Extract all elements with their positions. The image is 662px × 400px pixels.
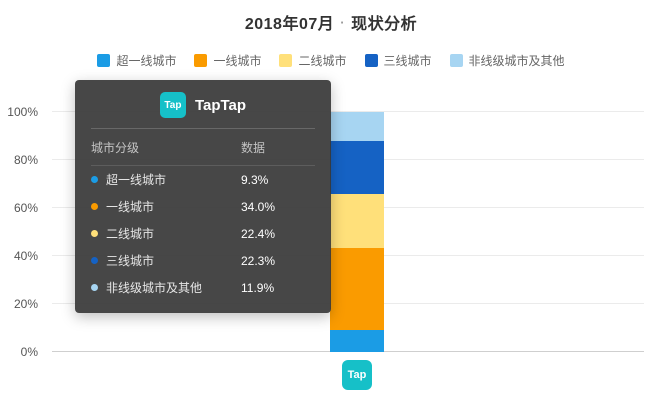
tooltip-brand-name: TapTap — [194, 96, 247, 114]
y-axis: 0% 20% 40% 60% 80% 100% — [0, 105, 44, 359]
legend-item-3[interactable]: 三线城市 — [364, 52, 432, 69]
title-separator: · — [340, 15, 346, 30]
tooltip-row-value: 22.4% — [241, 226, 276, 241]
bar-segment[interactable] — [330, 248, 384, 330]
tooltip-row: 一线城市 34.0% — [91, 193, 315, 220]
legend-label: 三线城市 — [383, 54, 432, 68]
bar-segment[interactable] — [330, 140, 384, 195]
tooltip-col-header-value: 数据 — [241, 141, 266, 155]
x-tick-label: Tap — [342, 360, 372, 390]
tooltip-row: 三线城市 22.3% — [91, 247, 315, 274]
tooltip-rows: 超一线城市 9.3% 一线城市 34.0% 二线城市 22.4% 三线城市 22.3% 非线级城… — [91, 166, 315, 301]
series-dot-icon — [91, 230, 98, 237]
tooltip-row-label: 非线级城市及其他 — [106, 281, 203, 295]
y-tick-label: 0% — [20, 345, 38, 359]
legend-label: 二线城市 — [298, 54, 347, 68]
tooltip-column-headers: 城市分级 数据 — [91, 129, 315, 166]
legend-swatch-icon — [449, 54, 463, 67]
tooltip-row-value: 34.0% — [241, 199, 276, 214]
tooltip: Tap TapTap 城市分级 数据 超一线城市 9.3% 一线城市 34.0% 二线城… — [75, 80, 331, 313]
legend-swatch-icon — [364, 54, 378, 67]
bar-segment[interactable] — [330, 194, 384, 249]
legend-item-0[interactable]: 超一线城市 — [97, 52, 176, 69]
legend-item-2[interactable]: 二线城市 — [279, 52, 347, 69]
legend-swatch-icon — [279, 54, 293, 67]
tooltip-row-label: 一线城市 — [106, 200, 155, 214]
tooltip-row-label: 三线城市 — [106, 254, 155, 268]
series-dot-icon — [91, 257, 98, 264]
bar-segment[interactable] — [330, 329, 384, 352]
legend-label: 超一线城市 — [116, 54, 177, 68]
series-dot-icon — [91, 176, 98, 183]
tooltip-row-label: 超一线城市 — [106, 173, 167, 187]
y-tick-label: 60% — [13, 201, 38, 215]
tooltip-col-header-category: 城市分级 — [91, 141, 140, 155]
plot-area — [52, 111, 644, 352]
y-tick-label: 80% — [13, 153, 38, 167]
legend-label: 一线城市 — [213, 54, 262, 68]
title-date: 2018年07月 — [244, 16, 335, 33]
y-tick-label: 40% — [13, 249, 38, 263]
taptap-logo-icon: Tap — [342, 360, 372, 390]
legend-swatch-icon — [97, 54, 111, 67]
tooltip-header: Tap TapTap — [91, 92, 315, 129]
taptap-logo-icon: Tap — [159, 92, 186, 118]
tooltip-row-value: 9.3% — [241, 172, 269, 187]
legend-item-4[interactable]: 非线级城市及其他 — [449, 52, 565, 69]
y-tick-label: 100% — [7, 105, 38, 119]
page-title: 2018年07月 · 现状分析 — [0, 10, 662, 34]
legend-swatch-icon — [194, 54, 208, 67]
stacked-bar[interactable] — [330, 112, 384, 352]
bar-segment[interactable] — [330, 112, 384, 141]
title-text: 现状分析 — [351, 16, 418, 33]
tooltip-row-label: 二线城市 — [106, 227, 155, 241]
legend-label: 非线级城市及其他 — [468, 54, 565, 68]
legend: 超一线城市 一线城市 二线城市 三线城市 非线级城市及其他 — [0, 52, 662, 69]
tooltip-row-value: 11.9% — [241, 280, 275, 295]
tooltip-row: 超一线城市 9.3% — [91, 166, 315, 193]
series-dot-icon — [91, 284, 98, 291]
tooltip-row-value: 22.3% — [241, 253, 276, 268]
tooltip-row: 非线级城市及其他 11.9% — [91, 274, 315, 301]
series-dot-icon — [91, 203, 98, 210]
legend-item-1[interactable]: 一线城市 — [194, 52, 261, 69]
y-tick-label: 20% — [13, 297, 38, 311]
tooltip-row: 二线城市 22.4% — [91, 220, 315, 247]
gridline — [52, 111, 644, 112]
